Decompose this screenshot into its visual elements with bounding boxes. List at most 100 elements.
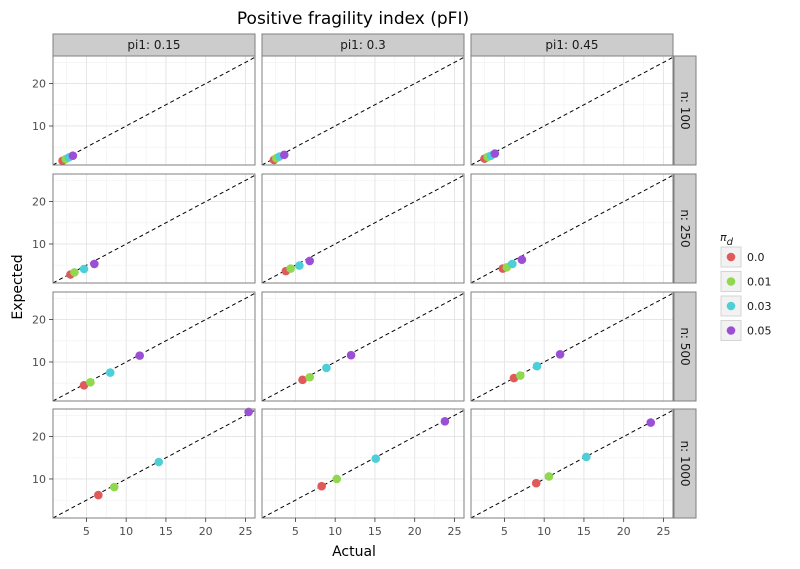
data-point-pi-d-0_05 bbox=[555, 350, 565, 359]
x-tick-label: 15 bbox=[159, 525, 173, 538]
facet-panel-r1-c1: 10 20 bbox=[32, 55, 256, 166]
facet-panel-r2-c2 bbox=[261, 173, 465, 284]
strip-background bbox=[673, 173, 697, 284]
column-strip-label: pi1: 0.45 bbox=[545, 38, 598, 52]
data-point-pi-d-0_03 bbox=[79, 264, 89, 274]
x-tick-label: 20 bbox=[408, 525, 422, 538]
panel-background bbox=[471, 292, 673, 401]
x-tick-label: 10 bbox=[328, 525, 342, 538]
data-point-pi-d-0_05 bbox=[440, 416, 450, 426]
data-point-pi-d-0_05 bbox=[90, 259, 99, 269]
panel-border bbox=[52, 408, 256, 519]
data-point-pi-d-0_05 bbox=[135, 351, 144, 360]
reference-line bbox=[470, 56, 674, 166]
panel-background bbox=[53, 409, 255, 518]
data-point-pi-d-0_03 bbox=[105, 368, 115, 377]
y-tick-label: 20 bbox=[32, 196, 46, 209]
facet-panels: 10 20 10 20 10 20 5 10 15 20 25 10 20 5 10 15 20 25 5 10 15 2… bbox=[32, 33, 697, 538]
data-point-pi-d-0_0 bbox=[317, 481, 326, 491]
data-point-pi-d-0_03 bbox=[295, 261, 304, 270]
strip-background bbox=[261, 33, 465, 57]
reference-line bbox=[261, 56, 465, 166]
y-tick-label: 20 bbox=[32, 314, 46, 327]
reference-line bbox=[261, 292, 465, 402]
strip-background bbox=[470, 33, 674, 57]
column-strip-2: pi1: 0.3 bbox=[261, 33, 465, 57]
data-point-pi-d-0_01 bbox=[516, 371, 525, 380]
data-point-pi-d-0_03 bbox=[322, 363, 331, 373]
chart-title: Positive fragility index (pFI) bbox=[237, 9, 469, 29]
x-axis-title: Actual bbox=[332, 544, 376, 560]
facet-panel-r3-c3 bbox=[470, 291, 674, 402]
panel-background bbox=[262, 409, 464, 518]
facet-panel-r3-c1: 10 20 bbox=[32, 291, 256, 402]
data-point-pi-d-0_05 bbox=[646, 418, 656, 427]
reference-line bbox=[52, 409, 256, 519]
x-tick-label: 15 bbox=[577, 525, 591, 538]
legend-marker bbox=[726, 301, 736, 311]
data-point-pi-d-0_01 bbox=[286, 264, 295, 273]
facet-panel-r4-c2: 5 10 15 20 25 bbox=[261, 408, 465, 538]
x-tick-label: 10 bbox=[119, 525, 133, 538]
reference-line bbox=[261, 409, 465, 519]
x-tick-label: 20 bbox=[199, 525, 213, 538]
legend: πd 0.0 0.01 0.03 0.05 bbox=[720, 231, 772, 341]
data-point-pi-d-0_03 bbox=[371, 454, 381, 463]
data-point-pi-d-0_01 bbox=[109, 482, 119, 492]
x-tick-label: 20 bbox=[617, 525, 631, 538]
panel-border bbox=[470, 408, 674, 519]
row-strip-1: n: 100 bbox=[673, 55, 697, 166]
facet-panel-r1-c2 bbox=[261, 55, 465, 166]
column-strip-label: pi1: 0.15 bbox=[127, 38, 180, 52]
legend-title: πd bbox=[720, 231, 734, 248]
y-axis-title: Expected bbox=[10, 254, 26, 319]
row-strip-label: n: 100 bbox=[678, 91, 692, 129]
y-tick-label: 20 bbox=[32, 431, 46, 444]
data-point-pi-d-0_05 bbox=[517, 255, 527, 264]
y-tick-label: 10 bbox=[32, 238, 46, 251]
legend-marker bbox=[726, 277, 736, 286]
data-point-pi-d-0_05 bbox=[244, 407, 253, 417]
facet-panel-r4-c3: 5 10 15 20 25 bbox=[470, 408, 674, 538]
data-point-pi-d-0_01 bbox=[70, 268, 79, 277]
x-tick-label: 10 bbox=[537, 525, 551, 538]
panel-background bbox=[471, 56, 673, 165]
column-strip-label: pi1: 0.3 bbox=[340, 38, 386, 52]
y-tick-label: 10 bbox=[32, 120, 46, 133]
legend-item-0_0: 0.0 bbox=[720, 246, 765, 268]
legend-marker bbox=[726, 326, 736, 335]
facet-panel-r4-c1: 5 10 15 20 25 10 20 bbox=[32, 407, 256, 538]
strip-background bbox=[673, 291, 697, 402]
row-strip-label: n: 500 bbox=[678, 327, 692, 365]
data-point-pi-d-0_05 bbox=[346, 350, 356, 360]
data-point-pi-d-0_03 bbox=[154, 457, 164, 467]
legend-label: 0.05 bbox=[747, 325, 772, 338]
y-tick-label: 10 bbox=[32, 473, 46, 486]
panel-border bbox=[52, 291, 256, 402]
row-strip-2: n: 250 bbox=[673, 173, 697, 284]
legend-label: 0.01 bbox=[747, 276, 772, 289]
strip-background bbox=[673, 55, 697, 166]
x-tick-label: 5 bbox=[292, 525, 299, 538]
column-strip-3: pi1: 0.45 bbox=[470, 33, 674, 57]
legend-item-0_03: 0.03 bbox=[720, 295, 772, 317]
reference-line bbox=[52, 174, 256, 284]
data-point-pi-d-0_01 bbox=[544, 472, 554, 481]
legend-marker bbox=[726, 252, 736, 262]
panel-background bbox=[53, 56, 255, 165]
panel-border bbox=[261, 173, 465, 284]
strip-background bbox=[52, 33, 256, 57]
y-tick-label: 20 bbox=[32, 78, 46, 91]
data-point-pi-d-0_03 bbox=[582, 452, 591, 462]
legend-item-0_01: 0.01 bbox=[720, 271, 772, 292]
panel-border bbox=[261, 291, 465, 402]
row-strip-label: n: 250 bbox=[678, 209, 692, 247]
panel-border bbox=[470, 291, 674, 402]
reference-line bbox=[470, 292, 674, 402]
x-tick-label: 25 bbox=[656, 525, 670, 538]
row-strip-label: n: 1000 bbox=[678, 440, 692, 486]
data-point-pi-d-0_01 bbox=[332, 474, 342, 484]
facet-panel-r2-c3 bbox=[470, 173, 674, 284]
data-point-pi-d-0_03 bbox=[532, 361, 542, 371]
